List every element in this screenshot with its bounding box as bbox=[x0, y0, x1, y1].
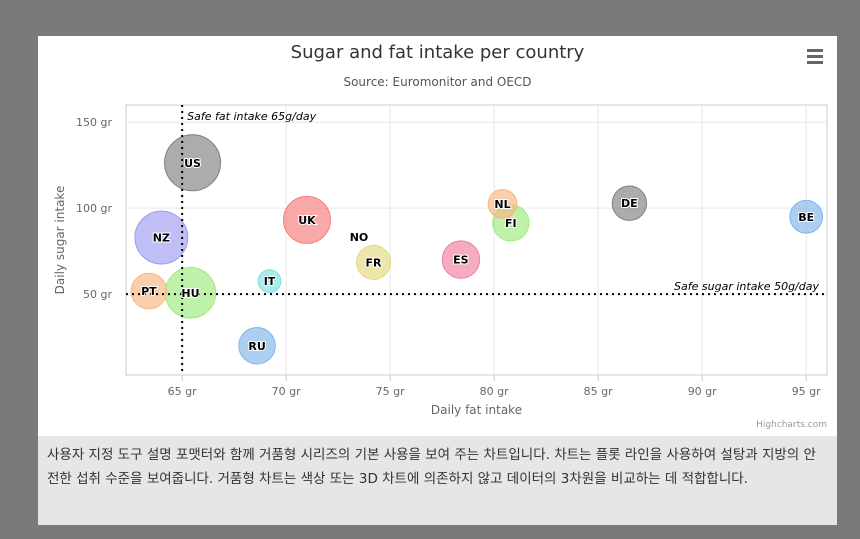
chart-container: Sugar and fat intake per country Source:… bbox=[38, 36, 837, 436]
bubble-be bbox=[789, 199, 824, 234]
chart-description: 사용자 지정 도구 설명 포맷터와 함께 거품형 시리즈의 기본 사용을 보여 … bbox=[38, 436, 837, 525]
data-label-be: BE bbox=[798, 211, 814, 224]
bubble-nl bbox=[487, 189, 518, 219]
x-tick-label: 70 gr bbox=[272, 385, 301, 398]
chart-subtitle: Source: Euromonitor and OECD bbox=[343, 75, 532, 89]
hamburger-menu-icon[interactable] bbox=[807, 49, 825, 65]
bubble-pt bbox=[130, 272, 168, 310]
data-label-fr: FR bbox=[366, 256, 383, 269]
bubble-it bbox=[257, 269, 282, 293]
x-tick-label: 90 gr bbox=[688, 385, 717, 398]
bubble-es bbox=[441, 240, 481, 279]
x-tick-label: 80 gr bbox=[480, 385, 509, 398]
y-tick-label: 50 gr bbox=[83, 288, 112, 301]
x-tick-label: 95 gr bbox=[792, 385, 821, 398]
chart-title: Sugar and fat intake per country bbox=[290, 42, 585, 63]
bubble-uk bbox=[282, 195, 331, 244]
x-tick-label: 85 gr bbox=[584, 385, 613, 398]
x-tick-label: 65 gr bbox=[168, 385, 197, 398]
bubble-chart-plot: 65 gr 70 gr 75 gr 80 gr 85 gr 90 gr 95 gr 50 gr… bbox=[53, 104, 828, 417]
bubble-nz bbox=[134, 210, 189, 265]
bubble-de bbox=[611, 185, 648, 221]
data-label-pt: PT bbox=[141, 285, 157, 298]
bubble-fr bbox=[356, 244, 392, 280]
credits-link[interactable]: Highcharts.com bbox=[756, 420, 827, 430]
y-tick-label: 100 gr bbox=[76, 202, 112, 215]
x-tick-label: 75 gr bbox=[376, 385, 405, 398]
data-label-no: NO bbox=[350, 231, 369, 244]
data-label-de: DE bbox=[621, 197, 638, 210]
data-label-it: IT bbox=[264, 275, 276, 288]
data-label-es: ES bbox=[453, 254, 469, 267]
y-tick-label: 150 gr bbox=[76, 116, 112, 129]
data-label-nl: NL bbox=[494, 198, 510, 211]
plot-area bbox=[125, 104, 828, 376]
y-axis-title: Daily sugar intake bbox=[53, 186, 67, 295]
bubble-us bbox=[164, 134, 222, 192]
data-label-nz: NZ bbox=[153, 232, 170, 245]
safe-fat-label: Safe fat intake 65g/day bbox=[187, 110, 316, 123]
data-label-hu: HU bbox=[181, 287, 199, 300]
data-label-uk: UK bbox=[298, 214, 316, 227]
data-label-ru: RU bbox=[248, 340, 265, 353]
safe-sugar-label: Safe sugar intake 50g/day bbox=[674, 280, 819, 293]
data-label-us: US bbox=[184, 157, 201, 170]
x-axis-title: Daily fat intake bbox=[431, 403, 522, 417]
data-label-fi: FI bbox=[505, 217, 517, 230]
bubble-ru bbox=[238, 327, 276, 365]
